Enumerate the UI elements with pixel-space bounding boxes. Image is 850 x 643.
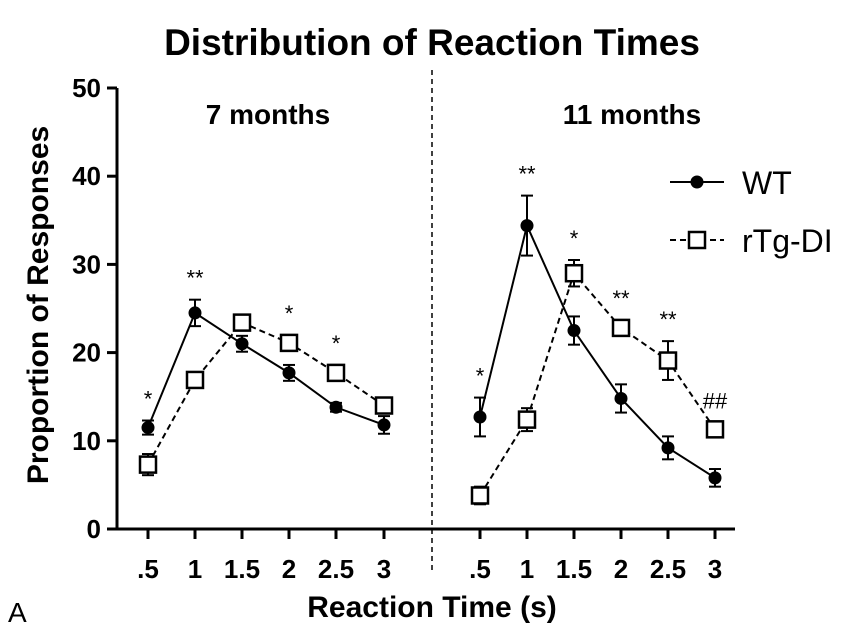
x-tick-label: 1	[520, 554, 534, 584]
legend: WT rTg-DI	[670, 165, 833, 259]
x-tick-label: .5	[137, 554, 159, 584]
panel-letter: A	[8, 597, 27, 628]
x-tick-label: 1	[188, 554, 202, 584]
data-point-rtg-di	[564, 263, 584, 283]
x-axis-label: Reaction Time (s)	[307, 591, 557, 624]
y-tick-label: 40	[72, 161, 101, 191]
legend-item-wt: WT	[670, 165, 792, 201]
data-point-wt	[520, 219, 534, 233]
significance-marker: **	[659, 307, 677, 332]
x-tick-label: 2	[614, 554, 628, 584]
x-tick-label: 3	[708, 554, 722, 584]
data-point-rtg-di	[279, 333, 299, 353]
data-point-rtg-di	[611, 318, 631, 338]
series-line	[147, 311, 385, 428]
significance-marker: *	[476, 364, 485, 389]
data-point-wt	[188, 306, 202, 320]
data-point-wt	[567, 324, 581, 338]
data-point-rtg-di	[185, 370, 205, 390]
legend-wt-label: WT	[742, 165, 792, 201]
data-point-rtg-di	[374, 396, 394, 415]
y-tick-label: 0	[87, 514, 101, 544]
significance-marker: **	[518, 162, 536, 187]
y-axis-label: Proportion of Responses	[22, 126, 55, 484]
y-tick-label: 20	[72, 338, 101, 368]
data-point-wt	[473, 410, 487, 424]
series-line	[147, 321, 385, 466]
significance-marker: *	[332, 331, 341, 356]
data-point-wt	[708, 471, 722, 485]
legend-rtg-di-label: rTg-DI	[742, 223, 833, 259]
data-point-rtg-di	[138, 455, 158, 474]
legend-wt-marker	[690, 175, 704, 189]
data-point-wt	[235, 337, 249, 351]
data-point-rtg-di	[470, 486, 490, 505]
data-point-wt	[614, 391, 628, 405]
x-tick-label: 2.5	[318, 554, 354, 584]
legend-item-rtg-di: rTg-DI	[670, 223, 833, 259]
significance-marker: *	[285, 301, 294, 326]
data-point-rtg-di	[326, 363, 346, 383]
legend-rtg-di-marker	[687, 230, 707, 250]
data-point-rtg-di	[517, 410, 537, 429]
x-tick-label: 1.5	[556, 554, 592, 584]
x-tick-label: .5	[469, 554, 491, 584]
significance-marker: *	[144, 387, 153, 412]
data-point-wt	[282, 366, 296, 380]
data-point-wt	[329, 400, 343, 414]
series-line	[479, 222, 716, 479]
significance-marker: **	[186, 266, 204, 291]
data-point-rtg-di	[705, 420, 725, 439]
panel-label-11-months: 11 months	[563, 99, 701, 130]
y-tick-label: 50	[72, 73, 101, 103]
data-point-wt	[377, 418, 391, 432]
series-line	[479, 271, 716, 497]
x-tick-label: 3	[377, 554, 391, 584]
data-point-wt	[141, 421, 155, 435]
panel-label-7-months: 7 months	[206, 99, 330, 130]
x-tick-label: 1.5	[224, 554, 260, 584]
significance-marker: *	[570, 226, 579, 251]
significance-marker: ##	[703, 388, 728, 413]
data-point-wt	[661, 441, 675, 455]
data-point-rtg-di	[658, 351, 678, 370]
x-tick-label: 2.5	[650, 554, 686, 584]
chart-title: Distribution of Reaction Times	[164, 22, 700, 63]
x-tick-label: 2	[282, 554, 296, 584]
y-tick-label: 30	[72, 249, 101, 279]
significance-marker: **	[612, 286, 630, 311]
y-tick-label: 10	[72, 426, 101, 456]
data-point-rtg-di	[232, 313, 252, 332]
